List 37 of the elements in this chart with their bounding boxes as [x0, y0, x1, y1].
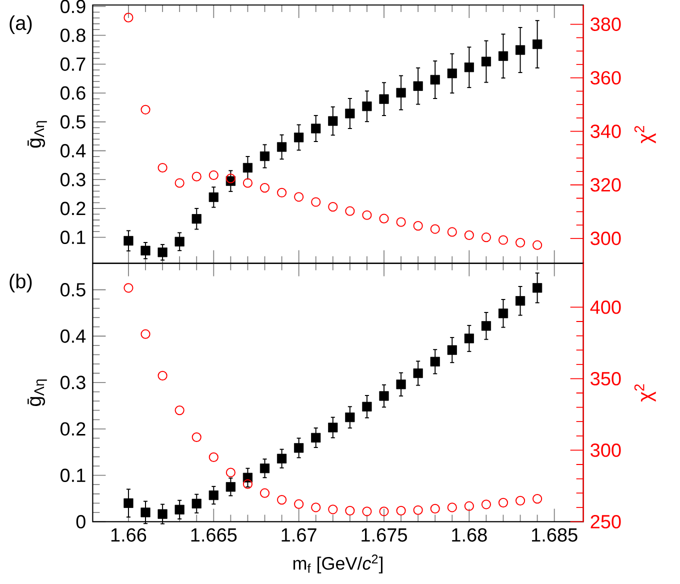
- y2-tick-label: 380: [590, 18, 621, 31]
- y-tick-label: 0.4: [60, 144, 86, 158]
- x-tick-label: 1.675: [362, 528, 407, 542]
- y-tick-label: 0.2: [60, 422, 86, 436]
- y-tick-label: 0.3: [60, 172, 86, 186]
- x-tick-label: 1.68: [452, 528, 487, 542]
- y-tick-label: 0.3: [60, 376, 86, 390]
- y-tick-label: 0.5: [60, 283, 86, 296]
- x-tick-label: 1.67: [282, 528, 316, 542]
- y-tick-label: 0.2: [60, 202, 86, 216]
- y-tick-label: 0.5: [60, 115, 86, 129]
- y2-tick-label: 400: [590, 300, 621, 314]
- x-tick-label: 1.685: [532, 528, 578, 542]
- x-tick-label: 1.665: [191, 528, 237, 542]
- y2-axis-title: χ$^{2}$: [634, 384, 656, 402]
- y-tick-label: 0.1: [60, 230, 86, 244]
- text: (b): [10, 274, 32, 292]
- y-axis-title: ḡ$_{Λη}$: [28, 380, 47, 406]
- y2-tick-label: 300: [590, 443, 621, 457]
- y2-tick-label: 350: [590, 372, 621, 386]
- y2-axis-title: χ$^{2}$: [634, 126, 656, 144]
- y-tick-label: 0.6: [60, 86, 86, 100]
- x-axis-title: m$_{f}$ [GeV/c$^{2}$]: [293, 554, 382, 574]
- y-tick-label: 0: [76, 514, 86, 528]
- y2-tick-label: 320: [590, 178, 621, 192]
- y-tick-label: 0.1: [60, 468, 86, 482]
- y2-tick-label: 340: [590, 124, 621, 138]
- y-tick-label: 0.9: [60, 0, 86, 14]
- y2-tick-label: 360: [590, 71, 621, 85]
- text: (a): [10, 15, 32, 34]
- y-tick-label: 0.4: [60, 329, 86, 343]
- y2-tick-label: 250: [590, 514, 621, 528]
- y2-tick-label: 300: [590, 232, 621, 246]
- y-tick-label: 0.8: [60, 28, 86, 42]
- y-tick-label: 0.7: [60, 57, 86, 71]
- x-tick-label: 1.66: [111, 528, 146, 542]
- y-axis-title: ḡ$_{Λη}$: [28, 121, 47, 148]
